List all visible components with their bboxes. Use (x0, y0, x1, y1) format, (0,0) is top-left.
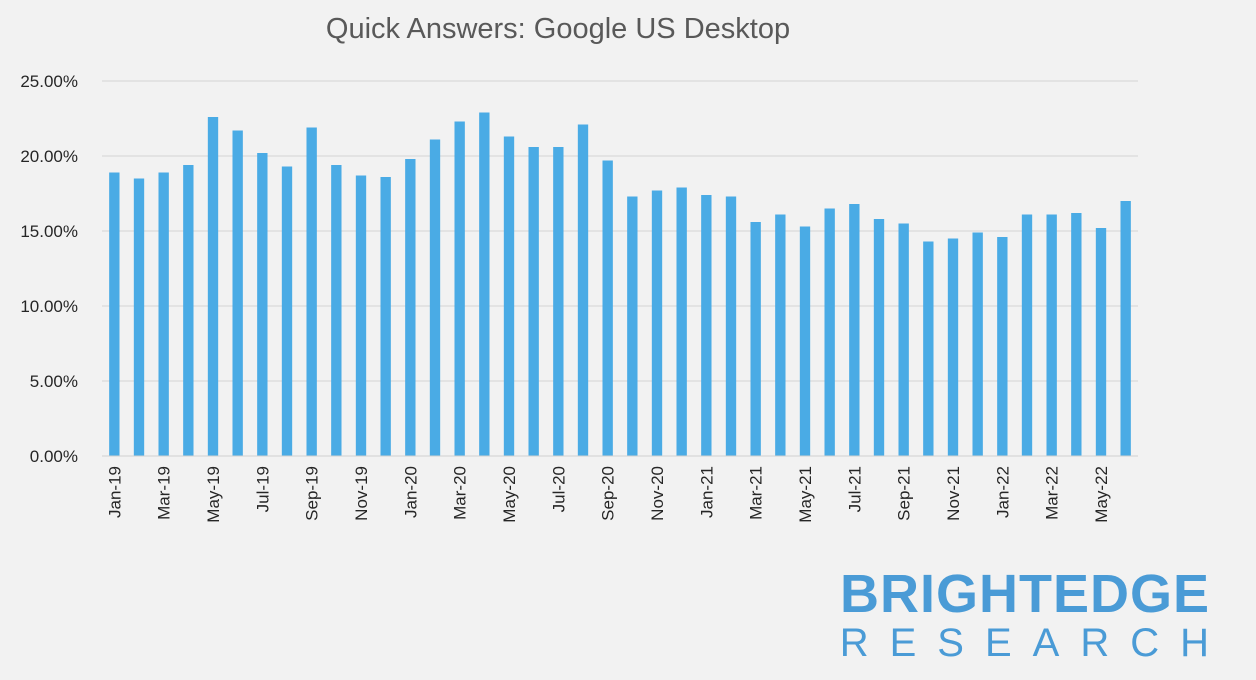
x-tick-label: Jan-19 (105, 466, 124, 518)
bar-may-20 (503, 136, 515, 456)
x-tick-label: May-21 (796, 466, 815, 523)
x-tick-label: May-20 (500, 466, 519, 523)
logo-main-text: BRIGHTEDGE (840, 564, 1210, 624)
x-tick-label: Mar-22 (1043, 466, 1062, 520)
bar-apr-20 (479, 112, 490, 456)
bar-feb-22 (1021, 214, 1033, 456)
bar-nov-21 (947, 238, 959, 456)
chart-title: Quick Answers: Google US Desktop (326, 13, 790, 45)
bar-feb-19 (133, 178, 145, 456)
bar-dec-19 (380, 177, 391, 456)
y-tick-label: 15.00% (20, 222, 78, 241)
bar-jul-19 (257, 153, 268, 456)
bar-may-19 (207, 117, 219, 456)
y-tick-label: 25.00% (20, 72, 78, 91)
bar-jan-22 (997, 237, 1008, 456)
bar-sep-19 (306, 127, 317, 456)
bar-jun-21 (824, 208, 835, 456)
brightedge-logo: BRIGHTEDGE RESEARCH (840, 564, 1230, 665)
bar-feb-20 (429, 139, 441, 456)
bar-feb-21 (725, 196, 737, 456)
x-tick-label: Jan-20 (401, 466, 420, 518)
bar-may-21 (799, 226, 811, 456)
bar-mar-22 (1046, 214, 1057, 456)
x-tick-label: Jul-20 (549, 466, 568, 512)
x-tick-label: Sep-21 (895, 466, 914, 521)
x-axis-ticks: Jan-19 Mar-19 May-19 Jul-19 Sep-19 Nov-19 Jan-… (105, 466, 1111, 523)
bar-jun-20 (528, 147, 539, 456)
x-tick-label: Nov-21 (944, 466, 963, 521)
bar-nov-19 (355, 175, 367, 456)
y-tick-label: 5.00% (30, 372, 78, 391)
bar-aug-20 (577, 124, 589, 456)
x-tick-label: Jul-21 (845, 466, 864, 512)
x-tick-label: Jan-21 (697, 466, 716, 518)
bar-jan-19 (109, 172, 120, 456)
x-tick-label: Jul-19 (253, 466, 272, 512)
bar-mar-20 (454, 121, 465, 456)
bar-oct-21 (923, 241, 934, 456)
bar-apr-22 (1071, 213, 1082, 456)
x-tick-label: Mar-19 (155, 466, 174, 520)
x-tick-label: Sep-20 (599, 466, 618, 521)
y-tick-label: 10.00% (20, 297, 78, 316)
y-axis-ticks: 0.00% 5.00% 10.00% 15.00% 20.00% 25.00% (20, 72, 78, 466)
bar-nov-20 (651, 190, 663, 456)
x-tick-label: Mar-20 (451, 466, 470, 520)
bar-dec-21 (972, 232, 983, 456)
x-tick-label: Mar-21 (747, 466, 766, 520)
bar-sep-21 (898, 223, 909, 456)
bar-may-22 (1095, 228, 1107, 456)
bar-apr-21 (775, 214, 786, 456)
bar-jul-21 (849, 204, 860, 456)
bar-jan-21 (701, 195, 712, 456)
y-tick-label: 0.00% (30, 447, 78, 466)
bar-aug-19 (281, 166, 293, 456)
bar-jun-19 (232, 130, 243, 456)
bars (109, 112, 1131, 456)
bar-jul-20 (553, 147, 564, 456)
bar-aug-21 (873, 219, 885, 456)
x-tick-label: May-22 (1092, 466, 1111, 523)
logo-sub-text: RESEARCH (840, 621, 1230, 665)
x-tick-label: Jan-22 (993, 466, 1012, 518)
bar-apr-19 (183, 165, 194, 456)
bar-dec-20 (676, 187, 687, 456)
y-tick-label: 20.00% (20, 147, 78, 166)
bar-sep-20 (602, 160, 613, 456)
bar-mar-21 (750, 222, 761, 456)
bar-jun-22 (1120, 201, 1131, 456)
x-tick-label: Nov-20 (648, 466, 667, 521)
bar-mar-19 (158, 172, 169, 456)
bar-jan-20 (405, 159, 416, 456)
bar-oct-19 (331, 165, 342, 456)
bar-oct-20 (627, 196, 638, 456)
x-tick-label: May-19 (204, 466, 223, 523)
gridlines (102, 80, 1138, 382)
x-tick-label: Sep-19 (303, 466, 322, 521)
x-tick-label: Nov-19 (352, 466, 371, 521)
